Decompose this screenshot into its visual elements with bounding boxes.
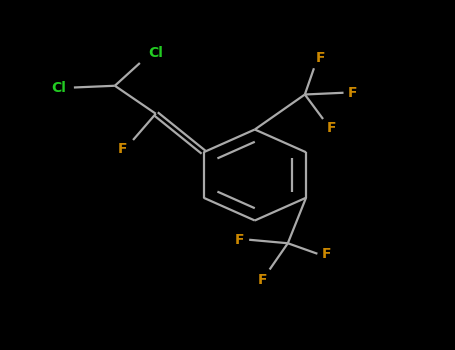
Text: F: F — [118, 142, 127, 156]
Text: Cl: Cl — [51, 80, 66, 94]
Text: F: F — [235, 233, 245, 247]
Text: Cl: Cl — [148, 46, 163, 60]
Text: F: F — [316, 51, 326, 65]
Text: F: F — [322, 247, 331, 261]
Text: F: F — [327, 121, 336, 135]
Text: F: F — [348, 86, 358, 100]
Text: F: F — [258, 273, 268, 287]
